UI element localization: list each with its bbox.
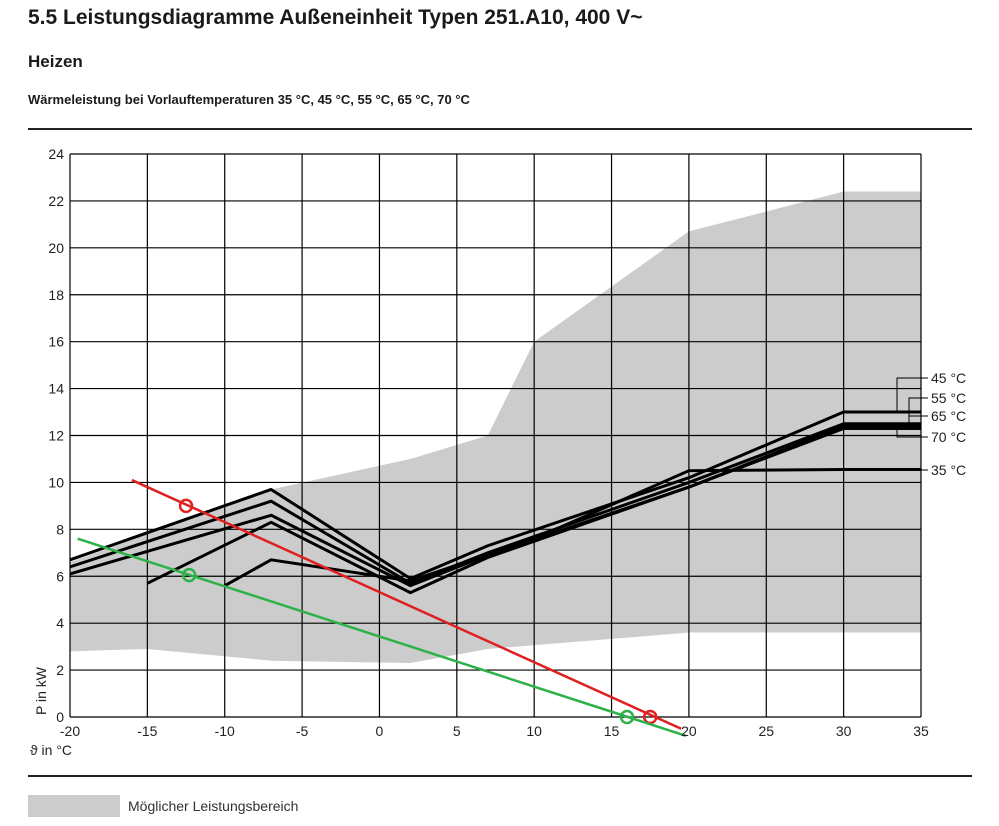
legend-swatch (28, 795, 120, 817)
series-label: 45 °C (931, 370, 966, 386)
x-tick-label: 0 (376, 723, 384, 739)
y-tick-label: 2 (56, 662, 64, 678)
tick-layer: -20 -15 -10 -5 0 5 10 15 20 25 30 35024681012141618… (30, 146, 929, 758)
x-axis-label: ϑ in °C (30, 742, 72, 758)
y-tick-label: 16 (48, 334, 64, 350)
y-tick-label: 18 (48, 287, 64, 303)
x-tick-label: 5 (453, 723, 461, 739)
series-label: 35 °C (931, 462, 966, 478)
series-leader-line (908, 415, 928, 427)
y-tick-label: 4 (56, 615, 64, 631)
range-area-layer (70, 191, 921, 664)
chart-caption: Wärmeleistung bei Vorlauftemperaturen 35… (28, 92, 470, 107)
x-tick-label: -10 (215, 723, 235, 739)
demand-marker (181, 567, 197, 583)
page-title: 5.5 Leistungsdiagramme Außeneinheit Type… (28, 6, 643, 29)
series-line (223, 468, 921, 587)
series-line (69, 422, 921, 585)
series-leader-line (896, 427, 928, 438)
y-tick-label: 6 (56, 568, 64, 584)
x-tick-label: 20 (681, 723, 697, 739)
demand-layer (77, 478, 687, 737)
demand-marker (619, 709, 635, 725)
bottom-divider (28, 775, 972, 777)
x-tick-label: 25 (758, 723, 774, 739)
series-label: 55 °C (931, 390, 966, 406)
y-axis-label: P in kW (33, 666, 49, 715)
legend-label: Möglicher Leistungsbereich (128, 798, 299, 814)
series-line (146, 426, 921, 595)
demand-line (131, 478, 682, 730)
performance-chart: 45 °C 55 °C 65 °C 70 °C 35 °C -20 -15 -10 -5 0 5 1… (30, 146, 966, 758)
series-label: 65 °C (931, 408, 966, 424)
section-subtitle: Heizen (28, 52, 83, 71)
y-tick-label: 20 (48, 240, 64, 256)
y-tick-label: 14 (48, 381, 64, 397)
legend: Möglicher Leistungsbereich (28, 795, 298, 817)
y-tick-label: 10 (48, 474, 64, 490)
y-tick-label: 0 (56, 709, 64, 725)
range-area (70, 191, 921, 664)
x-tick-label: -20 (60, 723, 80, 739)
demand-line (77, 537, 687, 737)
x-tick-label: -5 (296, 723, 309, 739)
y-tick-label: 22 (48, 193, 64, 209)
x-tick-label: 35 (913, 723, 929, 739)
label-layer: 45 °C 55 °C 65 °C 70 °C 35 °C (896, 370, 966, 478)
grid-layer (69, 153, 922, 718)
x-tick-label: 10 (526, 723, 542, 739)
series-leader-line (908, 397, 928, 425)
y-tick-label: 12 (48, 428, 64, 444)
y-tick-label: 24 (48, 146, 64, 162)
y-tick-label: 8 (56, 521, 64, 537)
series-label: 70 °C (931, 429, 966, 445)
series-line (69, 410, 921, 581)
series-layer (69, 410, 921, 595)
x-tick-label: -15 (137, 723, 157, 739)
demand-marker (178, 498, 194, 514)
top-divider (28, 128, 972, 130)
x-tick-label: 30 (836, 723, 852, 739)
x-tick-label: 15 (604, 723, 620, 739)
